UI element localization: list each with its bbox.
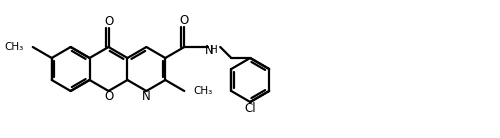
Text: O: O (104, 15, 113, 28)
Text: N: N (142, 91, 151, 104)
Text: O: O (180, 14, 189, 27)
Text: Cl: Cl (244, 102, 256, 115)
Text: H: H (210, 45, 218, 55)
Text: CH₃: CH₃ (4, 42, 24, 52)
Text: O: O (104, 91, 113, 104)
Text: N: N (205, 43, 214, 56)
Text: CH₃: CH₃ (193, 86, 212, 96)
